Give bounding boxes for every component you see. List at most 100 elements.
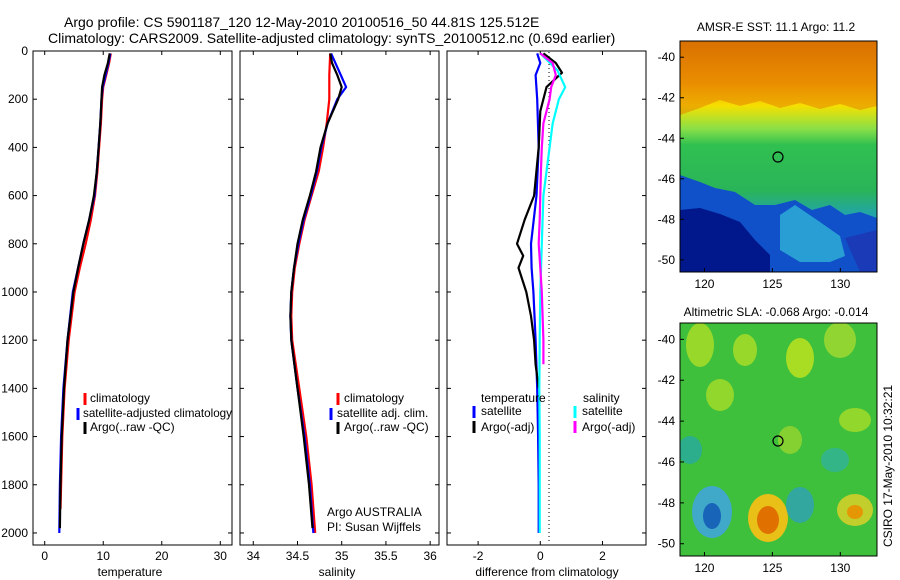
y-tick-label: 600 [8,189,28,203]
sla-blob [824,323,856,358]
y-tick-label: 1600 [1,430,28,444]
legend-label-argo: Argo(..raw -QC) [90,420,175,434]
sla-blob [778,426,802,454]
difference-xlabel: difference from climatology [475,565,618,579]
map-x-tick-label: 120 [694,561,714,575]
sla-map: Altimetric SLA: -0.068 Argo: -0.014 120 1… [658,305,878,575]
sst-map-title: AMSR-E SST: 11.1 Argo: 11.2 [697,20,856,34]
map-x-tick-label: 130 [830,277,850,291]
legend-label-satellite: satellite-adjusted climatology [83,406,232,420]
x-tick-label: 2 [599,549,606,563]
sst-cool-patch [780,205,845,262]
legend-label-climatology: climatology [90,391,150,405]
sla-blob [786,487,814,523]
x-tick-label: -2 [473,549,484,563]
x-tick-label: 0 [41,549,48,563]
x-tick-label: 30 [214,549,228,563]
sst-cold-east [845,230,877,272]
sla-blob [706,379,734,411]
y-tick-label: 800 [8,237,28,251]
sla-blob [821,448,849,472]
x-tick-label: 34 [247,549,261,563]
series-line-temperature-satellite [529,53,542,533]
map-y-tick-label: -46 [658,172,676,186]
sla-blob [847,505,863,519]
temperature-panel: 0 200 400 600 800 1000 1200 1400 1600 1800 2000 0 10… [1,44,233,579]
side-label: CSIRO 17-May-2010 10:32:21 [881,385,895,547]
sla-blob [757,506,779,534]
x-tick-label: 34.5 [286,549,310,563]
legend-label-satellite: satellite adj. clim. [337,406,428,420]
y-tick-label: 2000 [1,526,28,540]
salinity-panel: 34 34.5 35 35.5 36 salinity climatology sate… [239,50,440,579]
map-y-tick-label: -42 [658,91,676,105]
salinity-xlabel: salinity [319,565,356,579]
legend-label-sal-argo: Argo(-adj) [582,420,635,434]
temperature-legend: climatology satellite-adjusted climatolo… [76,391,232,434]
x-tick-label: 10 [97,549,111,563]
salinity-legend: climatology satellite adj. clim. Argo(..… [329,391,429,434]
legend-label-argo: Argo(..raw -QC) [344,420,429,434]
y-tick-label: 200 [8,92,28,106]
map-x-tick-label: 125 [762,277,782,291]
legend-label-temp-satellite: satellite [481,404,522,418]
legend-title-salinity: salinity [583,391,620,405]
map-y-tick-label: -44 [658,131,676,145]
y-tick-label: 1800 [1,478,28,492]
x-tick-label: 35 [335,549,349,563]
y-tick-label: 400 [8,140,28,154]
y-tick-label: 1400 [1,381,28,395]
note-line-2: PI: Susan Wijffels [327,520,421,534]
series-line-argo-raw-qc [58,53,111,529]
sla-float-marker [772,435,784,447]
legend-title-temperature: temperature [481,391,546,405]
sla-map-frame [679,322,878,557]
sla-map-title: Altimetric SLA: -0.068 Argo: -0.014 [684,305,869,319]
header-line-1: Argo profile: CS 5901187_120 12-May-2010… [64,14,539,30]
map-y-tick-label: -50 [658,537,676,551]
sst-warm-band [680,41,877,115]
x-tick-label: 20 [155,549,169,563]
sst-cold-core [680,208,770,272]
header-line-2: Climatology: CARS2009. Satellite-adjuste… [48,30,615,46]
map-x-tick-label: 130 [830,561,850,575]
temperature-xlabel: temperature [98,565,163,579]
x-tick-label: 35.5 [374,549,398,563]
legend-label-temp-argo: Argo(-adj) [481,420,534,434]
map-y-tick-label: -40 [658,332,676,346]
map-y-tick-label: -44 [658,414,676,428]
difference-legend: temperature salinity satellite Argo(-adj… [472,391,635,434]
y-tick-label: 1200 [1,333,28,347]
note-line-1: Argo AUSTRALIA [327,505,422,519]
sla-blob [680,436,702,464]
map-x-tick-label: 125 [762,561,782,575]
map-x-tick-label: 120 [694,277,714,291]
sst-float-marker [772,151,784,163]
legend-label-climatology: climatology [344,391,404,405]
difference-axes-frame [446,50,647,546]
series-line-argo-raw-qc [289,53,343,529]
map-y-tick-label: -42 [658,373,676,387]
x-tick-label: 36 [423,549,437,563]
salinity-axes-frame [239,50,440,546]
temperature-axes-frame [32,50,233,546]
map-y-tick-label: -48 [658,496,676,510]
series-line-salinity-argo-adj [537,52,557,365]
sla-blob [786,338,814,378]
difference-panel: -2 0 2 difference from climatology tempera… [446,50,647,579]
legend-label-sal-satellite: satellite [582,404,623,418]
map-y-tick-label: -48 [658,212,676,226]
sst-map: AMSR-E SST: 11.1 Argo: 11.2 120 125 130 -40… [658,20,878,291]
sla-blob [733,334,757,366]
map-y-tick-label: -50 [658,253,676,267]
series-line-salinity-satellite [538,52,567,533]
map-y-tick-label: -40 [658,50,676,64]
x-tick-label: 0 [537,549,544,563]
sla-blob [703,503,721,529]
sla-blob [839,408,871,432]
sst-map-frame [679,40,878,273]
map-y-tick-label: -46 [658,455,676,469]
y-tick-label: 1000 [1,285,28,299]
y-tick-label: 0 [21,44,28,58]
